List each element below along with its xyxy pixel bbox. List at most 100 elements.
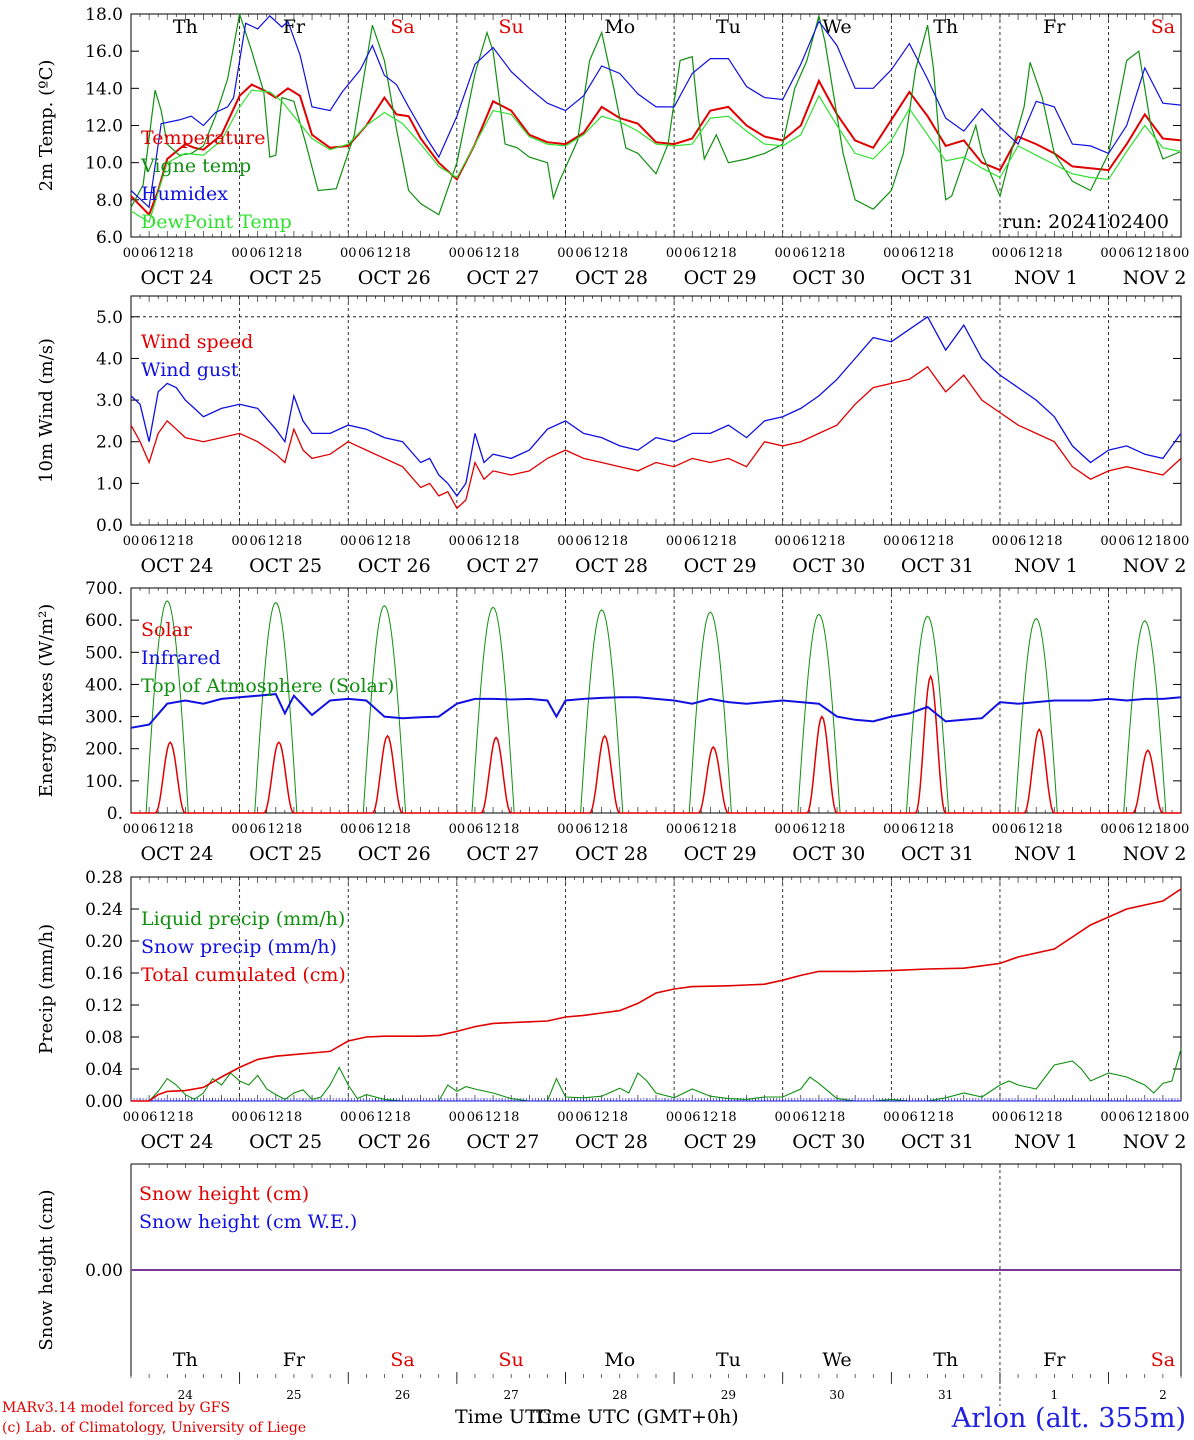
series-line-total [131,888,1182,1102]
legend-entry: Wind speed [141,331,253,353]
hour-tick-label: 06 [467,822,484,837]
legend-entry: Wind gust [141,359,239,381]
hour-tick-label: 12 [268,246,285,261]
plot-frame [130,295,1182,526]
hour-tick-label: 06 [1010,534,1027,549]
hour-tick-label: 12 [159,246,176,261]
hour-tick-label: 00 [231,1110,248,1125]
y-tick-label: 0.04 [85,1060,123,1080]
hour-tick-label: 18 [286,1110,303,1125]
hour-tick-label: 12 [1137,246,1154,261]
hour-tick-label: 12 [159,534,176,549]
y-tick-label: 0.20 [85,932,123,952]
hour-tick-label: 18 [720,534,737,549]
model-credit-line: MARv3.14 model forced by GFS [2,1400,231,1416]
legend-entry: Vigne temp [140,155,251,177]
hour-tick-label: 06 [684,1110,701,1125]
hour-tick-label: 18 [286,534,303,549]
hour-tick-label: 00 [557,1110,574,1125]
hour-tick-label: 18 [503,1110,520,1125]
y-tick-label: 700. [85,579,123,599]
weekday-label: Sa [1151,1349,1175,1371]
day-number-label: 28 [612,1388,627,1402]
day-number-label: 27 [504,1388,519,1402]
x-axis-title-utc: Time UTC [455,1406,553,1428]
hour-tick-label: 06 [1010,822,1027,837]
date-tick-label: OCT 31 [901,843,974,865]
date-tick-label: OCT 30 [792,555,865,577]
hour-tick-label: 18 [394,822,411,837]
hour-tick-label: 18 [1155,822,1172,837]
hour-tick-label: 18 [612,246,629,261]
hour-tick-label: 12 [159,1110,176,1125]
hour-tick-label: 00 [883,534,900,549]
hour-tick-label: 00 [557,246,574,261]
hour-tick-label: 00 [449,1110,466,1125]
hour-tick-label: 00 [1173,822,1190,837]
hour-tick-label: 12 [485,534,502,549]
hour-tick-label: 00 [666,1110,683,1125]
hour-tick-label: 00 [1100,822,1117,837]
hour-tick-label: 12 [811,1110,828,1125]
date-tick-label: OCT 28 [575,267,648,289]
hour-tick-label: 06 [901,246,918,261]
hour-tick-label: 06 [467,246,484,261]
y-tick-label: 16.0 [85,42,123,62]
date-tick-label: OCT 29 [684,1131,757,1153]
y-tick-label: 0. [107,804,123,824]
hour-tick-label: 18 [829,822,846,837]
date-tick-label: OCT 26 [358,843,431,865]
date-tick-label: OCT 30 [792,1131,865,1153]
date-tick-label: NOV 2 [1123,1131,1187,1153]
hour-tick-label: 00 [666,822,683,837]
hour-tick-label: 18 [503,534,520,549]
y-axis-label: 2m Temp. (ºC) [36,60,57,192]
hour-tick-label: 00 [231,822,248,837]
hour-tick-label: 00 [992,534,1009,549]
legend-entry: Liquid precip (mm/h) [141,908,345,930]
hour-tick-label: 18 [612,1110,629,1125]
hour-tick-label: 06 [575,246,592,261]
hour-tick-label: 00 [1100,1110,1117,1125]
hour-tick-label: 00 [1100,534,1117,549]
hour-tick-label: 12 [159,822,176,837]
series-line-solar [131,674,1181,814]
series-line-wind-speed [130,365,1182,510]
hour-tick-label: 18 [937,1110,954,1125]
panel-snow: 0.00 Snow height (cm) Snow height (cm) Snow… [36,1163,1182,1406]
hour-tick-label: 06 [793,1110,810,1125]
date-tick-label: NOV 2 [1123,267,1187,289]
weekday-label: Fr [283,1349,306,1371]
hour-tick-label: 06 [1118,822,1135,837]
date-tick-label: OCT 25 [249,555,322,577]
hour-tick-label: 18 [720,822,737,837]
hour-tick-label: 18 [720,1110,737,1125]
date-tick-label: OCT 24 [140,555,213,577]
y-tick-label: 5.0 [96,308,123,328]
hour-tick-label: 18 [177,246,194,261]
hour-tick-label: 00 [1100,246,1117,261]
hour-tick-label: 00 [123,1110,140,1125]
hour-tick-label: 00 [449,534,466,549]
day-number-label: 25 [286,1388,301,1402]
hour-tick-label: 12 [919,534,936,549]
hour-tick-label: 06 [1010,246,1027,261]
hour-tick-label: 00 [774,1110,791,1125]
date-tick-label: OCT 30 [792,267,865,289]
hour-tick-label: 00 [1173,1110,1190,1125]
hour-tick-label: 12 [1028,1110,1045,1125]
y-tick-label: 2.0 [96,433,123,453]
hour-tick-label: 00 [231,246,248,261]
weekday-label: Th [173,16,198,38]
hour-tick-label: 06 [684,246,701,261]
hour-tick-label: 12 [702,534,719,549]
y-tick-label: 0.12 [85,996,123,1016]
hour-tick-label: 12 [1028,822,1045,837]
legend-entry: Snow height (cm) [139,1183,309,1205]
hour-tick-label: 12 [702,1110,719,1125]
day-number-label: 1 [1050,1388,1058,1402]
hour-tick-label: 00 [883,1110,900,1125]
y-tick-label: 8.0 [96,191,123,211]
hour-tick-label: 00 [992,822,1009,837]
weekday-label: Tu [716,1349,741,1371]
